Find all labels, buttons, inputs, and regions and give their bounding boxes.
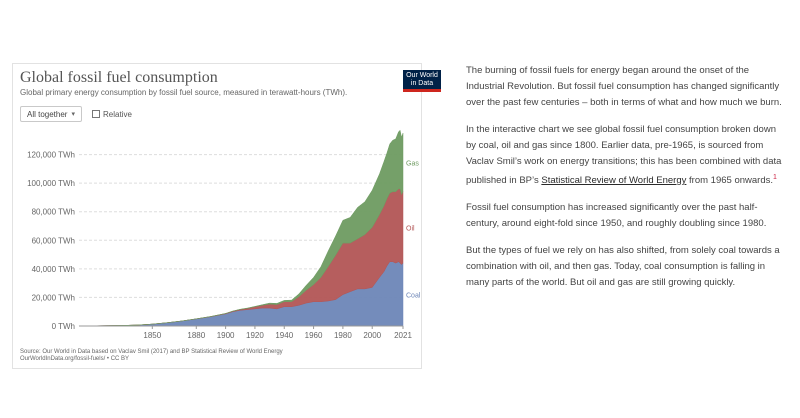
article-text: The burning of fossil fuels for energy b… bbox=[466, 63, 784, 302]
legend-label-oil: Oil bbox=[406, 225, 415, 232]
x-tick-label: 1980 bbox=[334, 331, 352, 340]
bp-review-link[interactable]: Statistical Review of World Energy bbox=[541, 175, 687, 187]
chart-controls: All together ▾ Relative bbox=[20, 106, 132, 122]
paragraph-2-text: In the interactive chart we see global f… bbox=[466, 124, 782, 187]
footnote-ref[interactable]: 1 bbox=[773, 174, 777, 181]
source-text: Source: Our World in Data based on Vacla… bbox=[20, 349, 283, 355]
x-tick-label: 1900 bbox=[217, 331, 235, 340]
article-paragraph-4: But the types of fuel we rely on has als… bbox=[466, 245, 780, 289]
relative-toggle[interactable]: Relative bbox=[91, 109, 132, 119]
chart-title: Global fossil fuel consumption bbox=[20, 69, 218, 86]
article-paragraph-2: In the interactive chart we see global f… bbox=[466, 122, 784, 189]
y-tick-label: 80,000 TWh bbox=[32, 208, 75, 217]
x-tick-label: 1880 bbox=[187, 331, 205, 340]
y-tick-label: 120,000 TWh bbox=[27, 151, 75, 160]
article-paragraph-3: Fossil fuel consumption has increased si… bbox=[466, 202, 767, 230]
paragraph-2-end: from 1965 onwards. bbox=[686, 175, 773, 187]
x-tick-label: 1960 bbox=[305, 331, 323, 340]
y-tick-label: 40,000 TWh bbox=[32, 265, 75, 274]
x-tick-label: 1920 bbox=[246, 331, 264, 340]
x-tick-label: 2000 bbox=[363, 331, 381, 340]
logo-line-1: Our World bbox=[406, 72, 438, 79]
logo-line-2: in Data bbox=[410, 80, 434, 87]
x-tick-label: 1850 bbox=[143, 331, 161, 340]
chart-subtitle: Global primary energy consumption by fos… bbox=[20, 88, 348, 97]
area-series-gas bbox=[78, 129, 404, 327]
chart-panel: Global fossil fuel consumption Global pr… bbox=[12, 63, 441, 369]
stack-mode-select[interactable]: All together ▾ bbox=[20, 106, 82, 122]
relative-label: Relative bbox=[102, 109, 132, 119]
x-tick-label: 2021 bbox=[394, 331, 412, 340]
chevron-down-icon: ▾ bbox=[71, 111, 75, 118]
owid-logo[interactable]: Our World in Data bbox=[403, 70, 441, 92]
y-tick-label: 0 TWh bbox=[52, 322, 75, 331]
y-tick-label: 20,000 TWh bbox=[32, 293, 75, 302]
chart-source: Source: Our World in Data based on Vacla… bbox=[20, 349, 350, 363]
y-tick-label: 100,000 TWh bbox=[27, 179, 75, 188]
area-chart: 0 TWh 20,000 TWh 40,000 TWh 60,000 TWh 80,00… bbox=[27, 129, 421, 340]
legend-label-gas: Gas bbox=[406, 160, 419, 167]
stack-mode-label: All together bbox=[27, 109, 68, 119]
source-url: OurWorldInData.org/fossil-fuels/ • CC BY bbox=[20, 356, 130, 362]
y-tick-label: 60,000 TWh bbox=[32, 236, 75, 245]
relative-checkbox[interactable] bbox=[91, 110, 100, 118]
article-paragraph-1: The burning of fossil fuels for energy b… bbox=[466, 65, 782, 108]
legend-label-coal: Coal bbox=[406, 293, 421, 300]
x-tick-label: 1940 bbox=[275, 331, 293, 340]
